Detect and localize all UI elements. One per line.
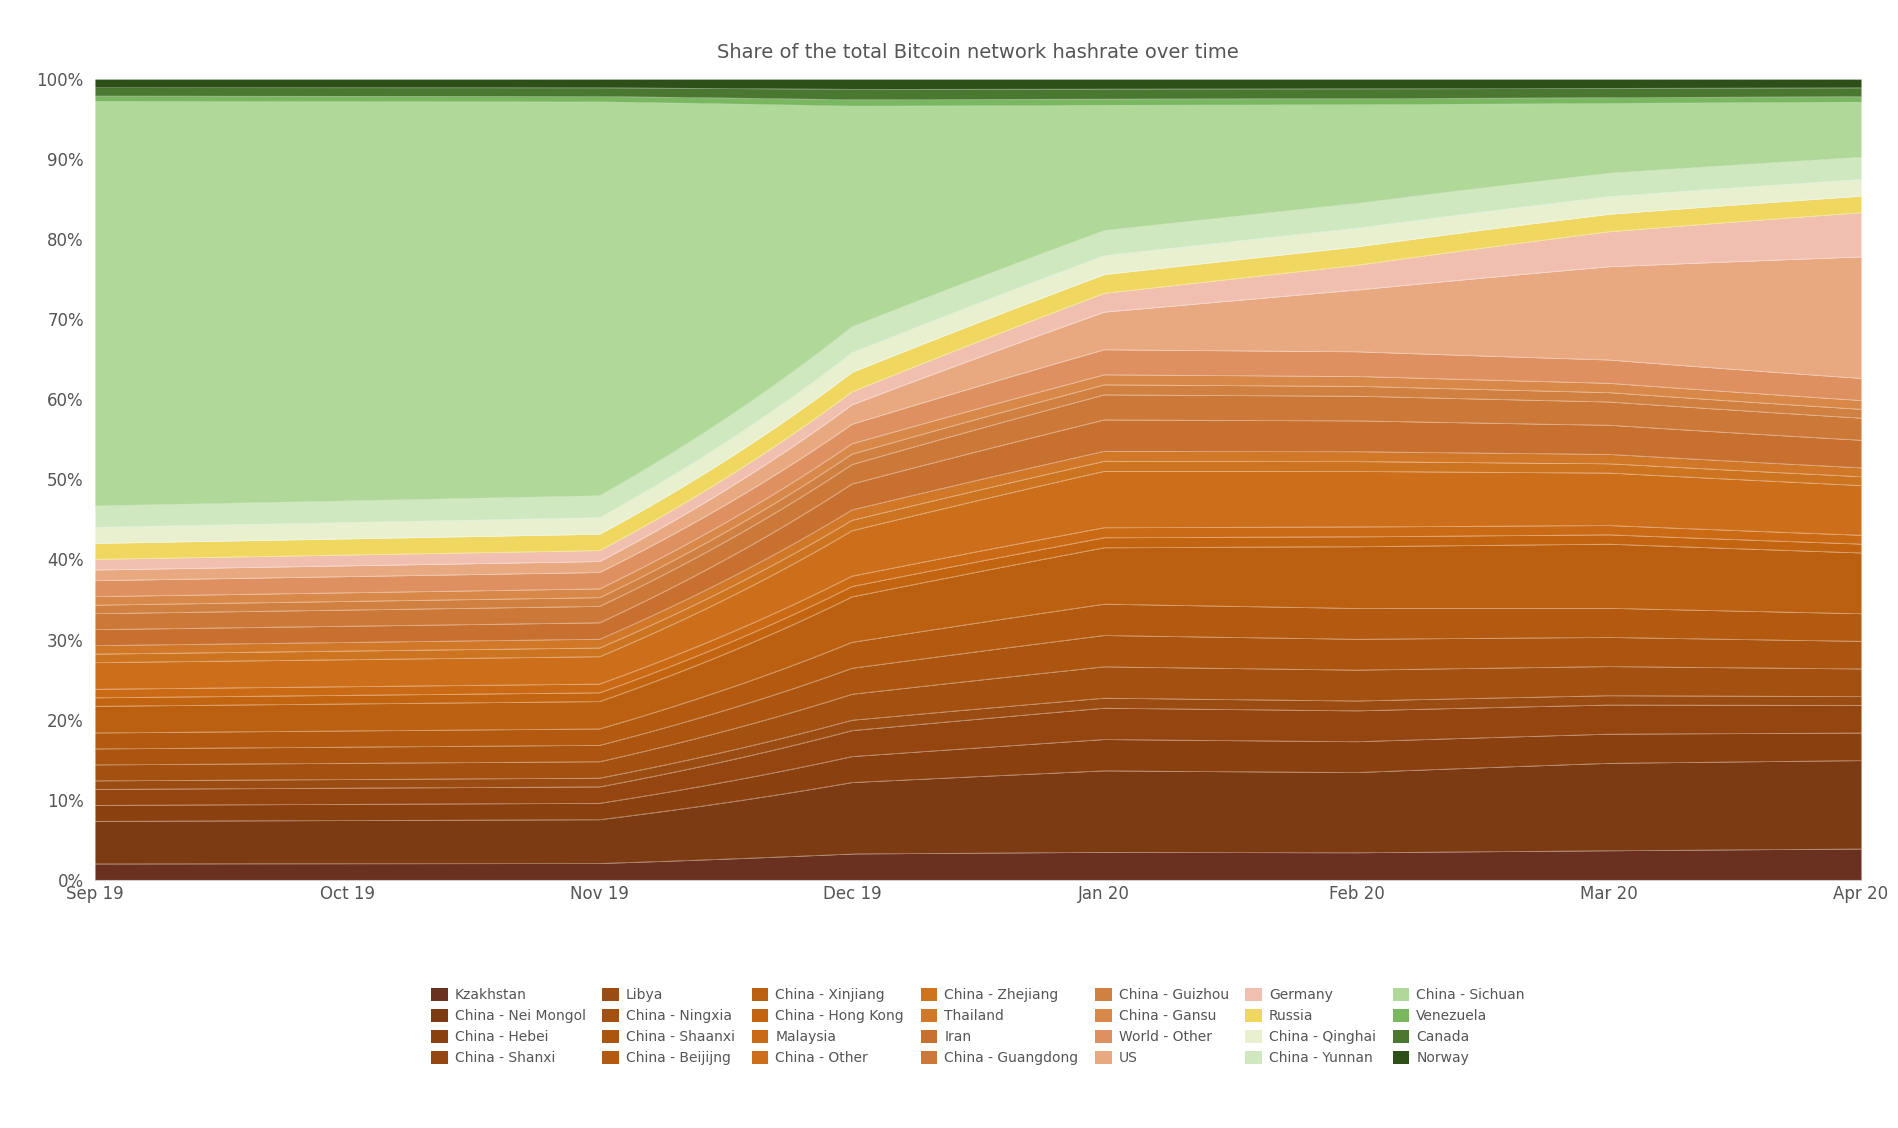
Title: Share of the total Bitcoin network hashrate over time: Share of the total Bitcoin network hashr… [717,43,1237,62]
Legend: Kzakhstan, China - Nei Mongol, China - Hebei, China - Shanxi, Libya, China - Nin: Kzakhstan, China - Nei Mongol, China - H… [425,982,1530,1070]
